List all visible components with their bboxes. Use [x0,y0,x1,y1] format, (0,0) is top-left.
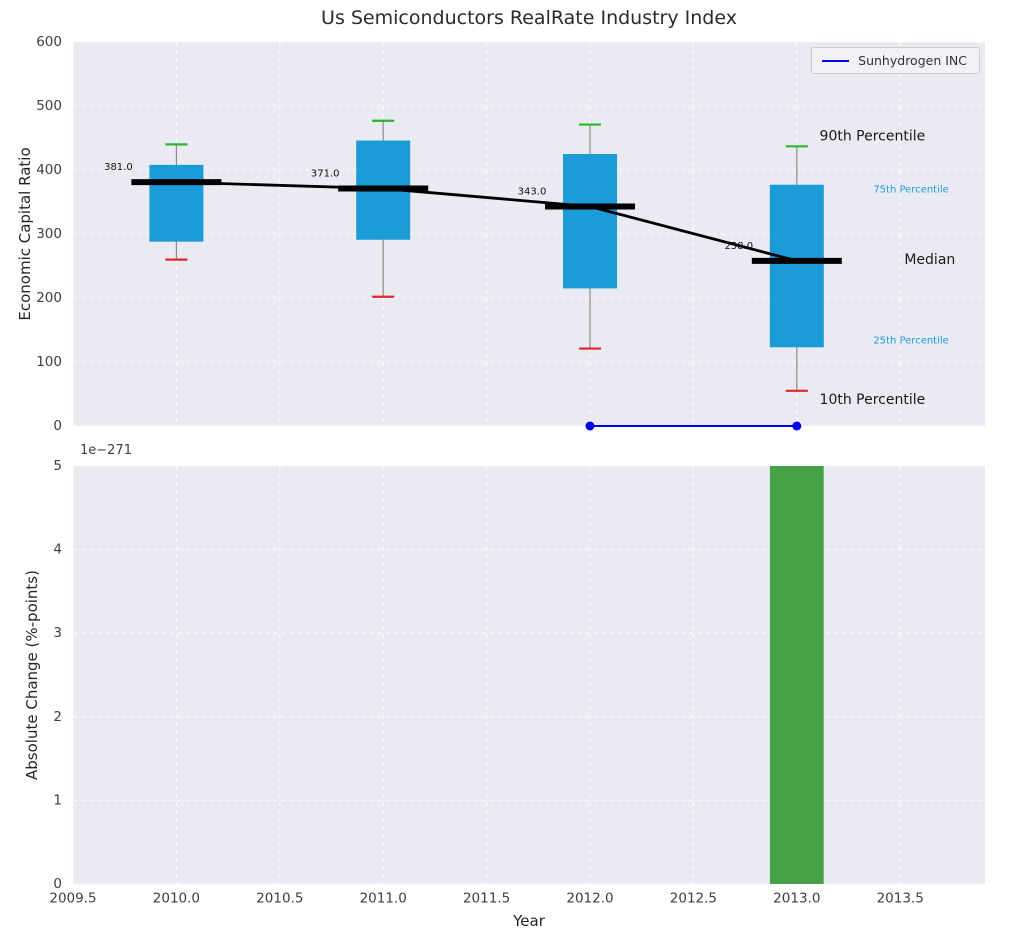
legend-label: Sunhydrogen INC [858,53,967,68]
median-value-label: 258.0 [724,241,753,252]
annotation-median: Median [904,252,955,268]
bottom-ytick-label: 3 [53,625,62,641]
top-ytick-label: 200 [36,290,62,306]
bottom-ytick-label: 2 [53,709,62,725]
median-value-label: 371.0 [311,169,340,180]
median-trend-line [176,180,798,263]
legend: Sunhydrogen INC [811,47,980,74]
bottom-ytick-label: 1 [53,792,62,808]
top-ytick-label: 300 [36,226,62,242]
iqr-box [149,164,204,242]
bottom-ytick-label: 4 [53,542,62,558]
xtick-label: 2010.0 [153,891,200,907]
x-axis-label: Year [513,912,545,930]
top-ytick-label: 500 [36,98,62,114]
annotation-25th-percentile: 25th Percentile [873,335,949,346]
median-value-label: 381.0 [104,162,133,173]
median-value-label: 343.0 [518,186,547,197]
chart-title: Us Semiconductors RealRate Industry Inde… [321,7,737,29]
xtick-label: 2012.5 [670,891,717,907]
sunhydrogen-marker [585,421,595,431]
top-ytick-label: 400 [36,162,62,178]
xtick-label: 2011.5 [463,891,510,907]
top-ytick-label: 0 [53,418,62,434]
top-y-axis-label: Economic Capital Ratio [16,147,34,321]
xtick-label: 2012.0 [566,891,613,907]
xtick-label: 2013.0 [773,891,820,907]
sunhydrogen-marker [792,421,802,431]
annotation-90th-percentile: 90th Percentile [820,129,926,145]
bottom-ytick-label: 5 [53,458,62,474]
xtick-label: 2010.5 [256,891,303,907]
top-ytick-label: 100 [36,354,62,370]
xtick-label: 2009.5 [49,891,96,907]
top-ytick-label: 600 [36,34,62,50]
iqr-box [563,154,618,289]
annotation-10th-percentile: 10th Percentile [820,392,926,408]
y-axis-offset-text: 1e−271 [80,443,132,458]
bottom-ytick-label: 0 [53,876,62,892]
legend-line-sample [822,59,850,62]
iqr-box [769,184,824,348]
bottom-y-axis-label: Absolute Change (%-points) [23,570,41,780]
absolute-change-bar [769,466,824,884]
xtick-label: 2013.5 [877,891,924,907]
bottom-axes-background [73,466,985,884]
annotation-75th-percentile: 75th Percentile [873,184,949,195]
xtick-label: 2011.0 [360,891,407,907]
